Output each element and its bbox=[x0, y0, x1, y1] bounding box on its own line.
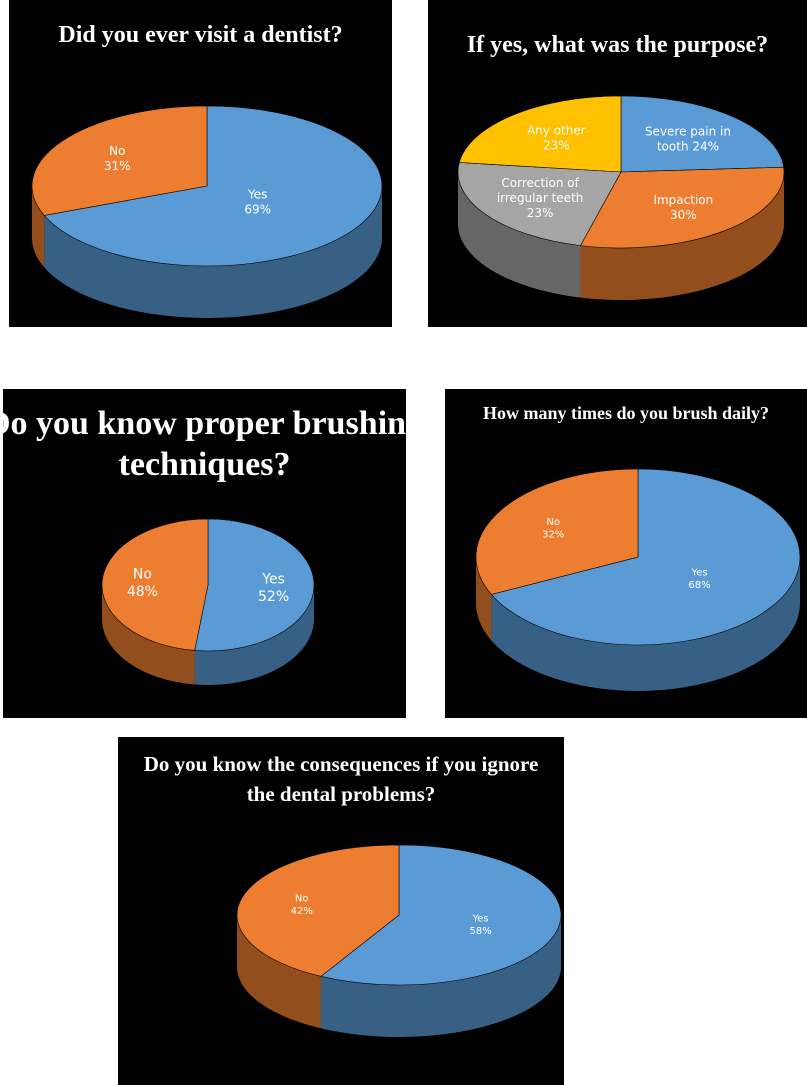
pie-slice bbox=[101, 518, 209, 651]
data-label: Yes 52% bbox=[258, 572, 289, 606]
pie-slice bbox=[457, 162, 622, 246]
data-label: No 32% bbox=[542, 517, 564, 541]
pie-svg: How many times do you brush daily? Yes 68%… bbox=[475, 403, 801, 691]
pie-slice bbox=[31, 105, 208, 216]
data-label: Severe pain in tooth 24% bbox=[645, 124, 731, 153]
chart-title: Do you know the consequences if you igno… bbox=[144, 752, 539, 776]
pie-slice bbox=[194, 518, 315, 652]
pie-svg: Do you know the consequences if you igno… bbox=[144, 752, 562, 1037]
pie-slice bbox=[490, 468, 801, 646]
chart-brushing-technique: Do you know proper brushing techniques? Ye… bbox=[3, 389, 406, 718]
pie-slice-side bbox=[32, 186, 45, 268]
chart-title: techniques? bbox=[119, 446, 291, 483]
pie-slice bbox=[475, 468, 639, 595]
pie-slice bbox=[579, 166, 785, 249]
pie-slice bbox=[236, 844, 400, 977]
pie-slice bbox=[43, 105, 383, 267]
chart-title: the dental problems? bbox=[247, 782, 436, 806]
chart-title: If yes, what was the purpose? bbox=[467, 32, 768, 58]
data-label: Yes 68% bbox=[688, 567, 710, 591]
pie-svg: If yes, what was the purpose? Severe pain… bbox=[457, 32, 785, 301]
data-label: No 31% bbox=[104, 144, 131, 173]
pie-slice-side bbox=[102, 585, 195, 685]
data-label: Yes 69% bbox=[244, 187, 271, 216]
chart-visit-purpose: If yes, what was the purpose? Severe pain… bbox=[428, 0, 807, 327]
pie-slice-side bbox=[491, 557, 800, 691]
pie-slice-side bbox=[237, 915, 321, 1029]
chart-title: Did you ever visit a dentist? bbox=[58, 22, 342, 48]
pie-slice bbox=[458, 95, 622, 173]
pie-slice-side bbox=[476, 557, 492, 641]
chart-title: Do you know proper brushing bbox=[3, 405, 406, 442]
data-label: Impaction 30% bbox=[653, 193, 713, 222]
chart-consequences: Do you know the consequences if you igno… bbox=[118, 737, 564, 1085]
pie-slice bbox=[320, 844, 562, 986]
data-label: No 42% bbox=[291, 893, 313, 917]
pie-slice-side bbox=[44, 186, 382, 318]
pie-slice-side bbox=[458, 172, 581, 298]
data-label: Yes 58% bbox=[469, 913, 491, 937]
chart-title: How many times do you brush daily? bbox=[483, 403, 769, 423]
pie-svg: Do you know proper brushing techniques? Ye… bbox=[3, 405, 406, 685]
chart-dentist-visit: Did you ever visit a dentist? Yes 69% No 31% bbox=[9, 0, 392, 327]
pie-svg: Did you ever visit a dentist? Yes 69% No 31% bbox=[31, 22, 383, 318]
pie-slice-side bbox=[580, 172, 784, 301]
data-label: Any other 23% bbox=[527, 123, 586, 152]
chart-brush-daily: How many times do you brush daily? Yes 68%… bbox=[445, 389, 807, 718]
data-label: Correction of irregular teeth 23% bbox=[497, 176, 584, 220]
pie-slice-side bbox=[194, 585, 314, 685]
pie-slice-side bbox=[320, 915, 561, 1037]
pie-slice bbox=[620, 95, 785, 173]
data-label: No 48% bbox=[127, 567, 158, 601]
